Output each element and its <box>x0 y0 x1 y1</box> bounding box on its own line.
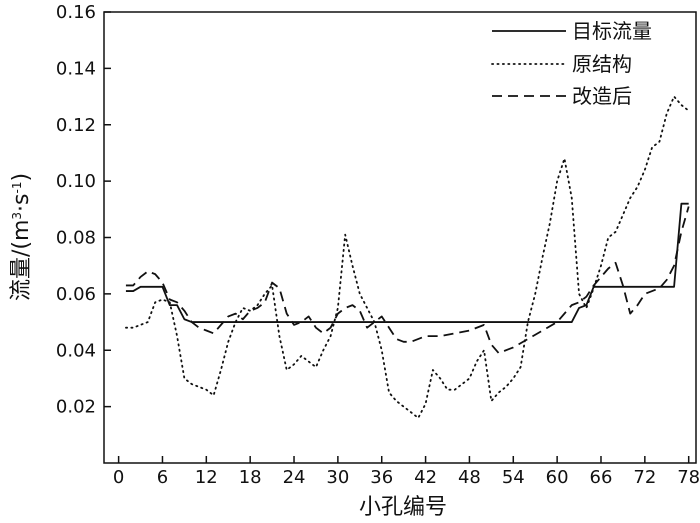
x-axis-title: 小孔编号 <box>359 495 447 520</box>
y-axis-title-exp1: 3 <box>10 212 24 220</box>
y-tick-label-0.12: 0.12 <box>56 115 96 136</box>
series-line-2 <box>125 206 690 354</box>
legend: 目标流量 原结构 改造后 <box>491 19 652 108</box>
legend-label-modified: 改造后 <box>572 84 632 108</box>
x-axis-ticks: 0 6 12 18 24 30 36 42 48 54 60 66 72 78 <box>113 456 700 488</box>
y-axis-title-exp2: -1 <box>10 182 24 194</box>
x-tick-label-0: 0 <box>113 467 124 488</box>
x-tick-label-66: 66 <box>590 467 613 488</box>
y-axis-ticks: 0.02 0.04 0.06 0.08 0.10 0.12 0.14 0.16 <box>56 2 111 418</box>
y-tick-label-0.14: 0.14 <box>56 58 96 79</box>
legend-label-target: 目标流量 <box>572 19 652 43</box>
plot-frame <box>103 11 697 464</box>
y-tick-label-0.06: 0.06 <box>56 284 96 305</box>
y-tick-label-0.04: 0.04 <box>56 340 96 361</box>
x-tick-label-18: 18 <box>239 467 262 488</box>
y-axis-title-prefix: 流量/(m <box>9 220 34 301</box>
x-tick-label-30: 30 <box>326 467 349 488</box>
y-tick-label-0.08: 0.08 <box>56 228 96 249</box>
y-axis-title-middle: ·s <box>9 194 34 212</box>
x-tick-label-12: 12 <box>195 467 218 488</box>
x-tick-label-72: 72 <box>633 467 656 488</box>
x-tick-label-78: 78 <box>677 467 700 488</box>
y-tick-label-0.02: 0.02 <box>56 397 96 418</box>
y-axis-title: 流量/(m3·s-1) <box>9 173 34 301</box>
series-line-0 <box>125 202 689 323</box>
data-series-layer <box>125 95 690 419</box>
legend-label-original: 原结构 <box>572 52 632 76</box>
y-tick-label-0.10: 0.10 <box>56 171 96 192</box>
x-tick-label-60: 60 <box>546 467 569 488</box>
y-axis-title-suffix: ) <box>9 173 34 182</box>
x-tick-label-6: 6 <box>157 467 168 488</box>
x-tick-label-54: 54 <box>502 467 525 488</box>
series-line-1 <box>125 95 690 419</box>
x-tick-label-36: 36 <box>370 467 393 488</box>
x-tick-label-42: 42 <box>414 467 437 488</box>
x-tick-label-48: 48 <box>458 467 481 488</box>
y-tick-label-0.16: 0.16 <box>56 2 96 23</box>
x-tick-label-24: 24 <box>283 467 306 488</box>
